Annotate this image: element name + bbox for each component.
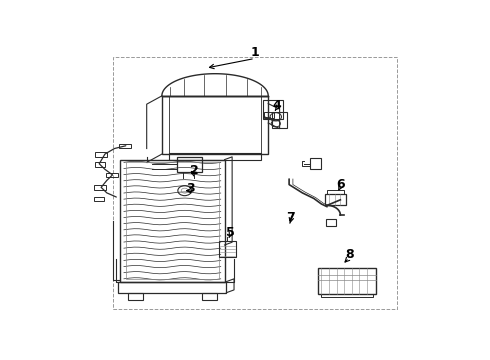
Bar — [94, 185, 106, 190]
Bar — [162, 96, 268, 154]
Bar — [325, 194, 346, 205]
Bar — [94, 197, 104, 201]
Bar — [327, 190, 344, 194]
Text: 8: 8 — [345, 248, 353, 261]
Text: 3: 3 — [186, 182, 195, 195]
Bar — [118, 282, 226, 293]
Bar — [120, 159, 224, 282]
Text: 2: 2 — [190, 164, 198, 177]
Bar — [177, 157, 202, 172]
Bar — [326, 219, 336, 226]
Text: 6: 6 — [336, 177, 344, 190]
Bar — [106, 173, 118, 177]
Bar — [318, 268, 376, 294]
Bar — [170, 153, 261, 159]
Bar — [126, 162, 219, 279]
Bar — [96, 152, 107, 157]
Bar — [310, 158, 321, 169]
Bar — [119, 144, 131, 148]
Text: 4: 4 — [272, 99, 281, 112]
Bar — [128, 293, 143, 300]
Bar — [219, 242, 236, 257]
Text: 7: 7 — [286, 211, 295, 224]
Bar — [263, 100, 283, 119]
Bar — [265, 112, 274, 118]
Bar — [202, 293, 217, 300]
Text: 1: 1 — [250, 46, 259, 59]
Bar — [321, 293, 373, 297]
Bar — [272, 112, 287, 128]
Text: 5: 5 — [226, 226, 235, 239]
Bar — [113, 57, 397, 309]
Bar — [96, 162, 105, 167]
